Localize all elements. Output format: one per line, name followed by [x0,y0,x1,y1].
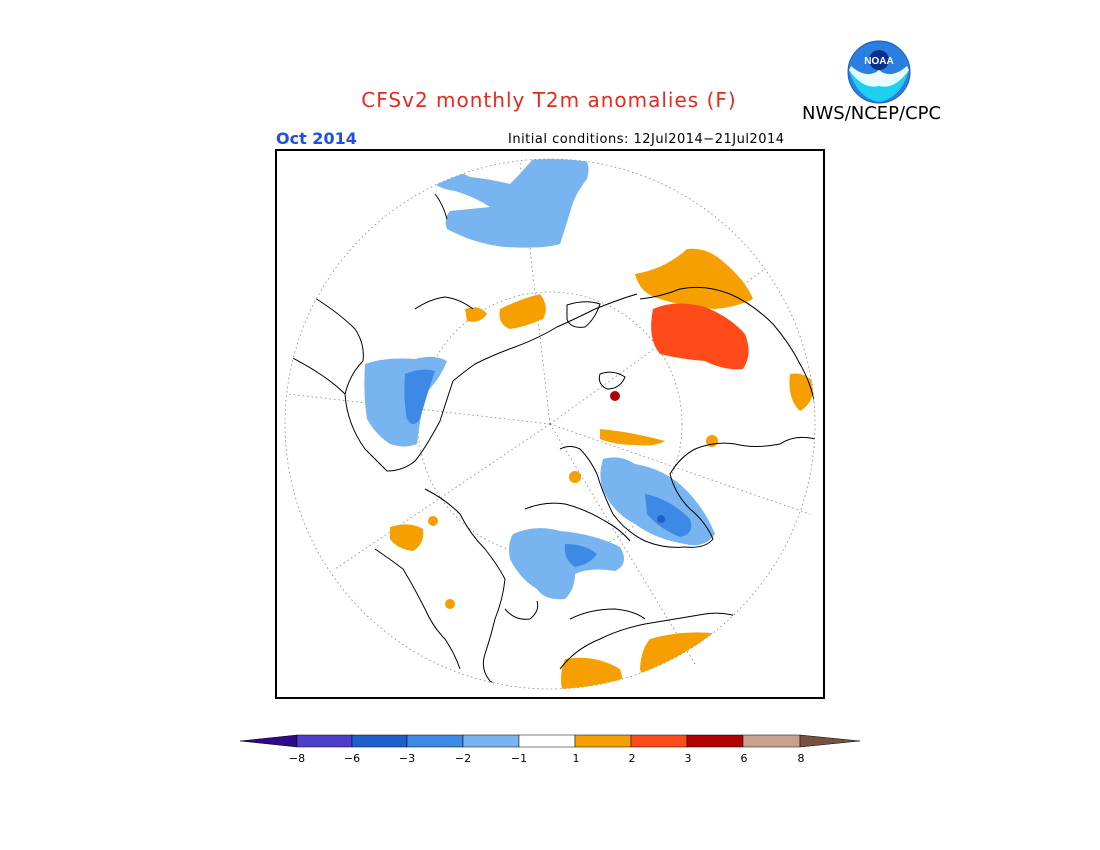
warm-region-arctic [600,429,665,446]
colorbar-label: −8 [288,752,306,765]
warm-region-north-small [465,307,487,322]
colorbar-arrow-right [799,734,861,748]
colorbar-label: 6 [740,752,748,765]
colorbar-bin-7 [630,734,688,748]
colorbar-label: 1 [572,752,580,765]
cold-region-east-core [645,494,692,537]
colorbar-label: 3 [684,752,692,765]
cold-region-pacific [425,159,589,248]
colorbar-bin-8 [686,734,744,748]
logo-text: NOAA [864,56,893,67]
colorbar-label: −3 [398,752,416,765]
noaa-logo: NOAA [847,40,911,104]
warm-region-northeast-core [651,303,749,370]
colorbar-bin-3 [406,734,464,748]
warm-dot-5 [610,391,620,401]
cold-region-west-core [404,369,435,424]
forecast-month: Oct 2014 [276,129,357,148]
colorbar-label: 2 [628,752,636,765]
agency-label: NWS/NCEP/CPC [802,103,942,124]
colorbar-bin-2 [351,734,408,748]
warm-region-southwest [390,524,424,551]
colorbar-bin-9 [742,734,801,748]
initial-conditions: Initial conditions: 12Jul2014−21Jul2014 [508,132,785,147]
cold-dot [657,515,665,523]
warm-region-north [499,294,546,329]
colorbar-bin-5 [518,734,576,748]
colorbar [239,734,861,748]
colorbar-bin-6 [574,734,632,748]
coastlines [285,193,815,689]
colorbar-arrow-left [239,734,298,748]
chart-title: CFSv2 monthly T2m anomalies (F) [361,88,737,112]
polar-map [275,149,825,699]
colorbar-label: −6 [343,752,361,765]
cold-anomalies [364,159,715,600]
warm-dot-1 [428,516,438,526]
colorbar-bin-1 [296,734,353,748]
cold-region-south-core [564,544,597,567]
colorbar-bin-4 [462,734,520,748]
colorbar-label: −1 [510,752,528,765]
warm-dot-4 [569,471,581,483]
colorbar-label: −2 [454,752,472,765]
colorbar-label: 8 [797,752,805,765]
cold-region-south [509,528,624,600]
warm-dot-3 [445,599,455,609]
